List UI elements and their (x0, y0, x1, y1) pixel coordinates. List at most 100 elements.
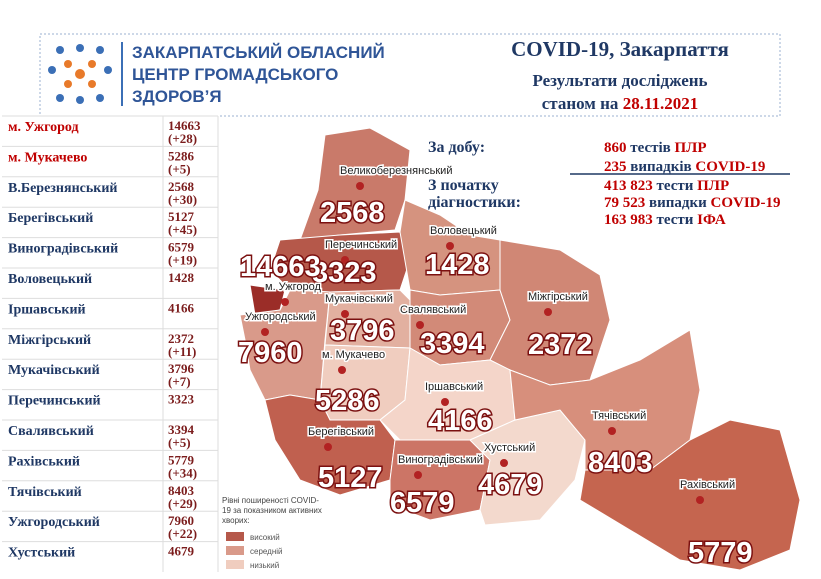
summary-text: випадки (649, 195, 707, 211)
row-name: Іршавський (8, 302, 86, 317)
region-value: 7960 (238, 337, 303, 369)
summary-number: 413 823 (604, 178, 653, 194)
row-name: м. Ужгород (8, 120, 79, 135)
org-line: ЗАКАРПАТСЬКИЙ ОБЛАСНИЙ (132, 43, 385, 62)
region-value: 8403 (588, 447, 653, 479)
row-name: Міжгірський (8, 333, 91, 348)
summary-highlight: COVID-19 (695, 159, 765, 175)
row-name: Тячівський (8, 485, 82, 500)
region-marker (416, 321, 424, 329)
row-total: 5286 (168, 148, 195, 163)
row-name: Воловецький (8, 272, 92, 287)
region-name: Тячівський (592, 410, 646, 422)
region-name: Воловецький (430, 225, 497, 237)
row-name: Ужгородський (8, 515, 100, 530)
region-name: Великоберезнянський (340, 165, 452, 177)
legend-swatch (226, 532, 244, 541)
summary-number: 235 (604, 159, 627, 175)
summary-number: 163 983 (604, 212, 653, 228)
region-value: 1428 (425, 249, 490, 281)
summary-highlight: ПЛР (675, 140, 707, 156)
summary-line: 860 тестів ПЛР (604, 140, 707, 156)
region-name: Берегівський (308, 426, 374, 438)
row-name: Хустський (8, 546, 75, 561)
row-name: Перечинський (8, 394, 101, 409)
row-name: Берегівський (8, 211, 93, 226)
row-name: Мукачівський (8, 363, 100, 378)
summary-highlight: COVID-19 (711, 195, 781, 211)
region-marker (338, 366, 346, 374)
row-total: 2372 (168, 331, 194, 346)
region-name: Виноградівський (398, 454, 483, 466)
region-marker (341, 310, 349, 318)
row-total: 5127 (168, 209, 195, 224)
row-delta: (+5) (168, 435, 191, 450)
region-value: 2568 (320, 197, 385, 229)
map: Великоберезнянський 2568 Перечинський 3323 В… (237, 127, 801, 571)
row-name: В.Березнянський (8, 181, 117, 196)
region-value: 5127 (318, 462, 383, 494)
row-delta: (+19) (168, 253, 197, 268)
region-name: Іршавський (425, 381, 483, 393)
legend-title: 19 за показником активних (222, 506, 322, 515)
logo (48, 42, 123, 106)
row-delta: (+7) (168, 374, 191, 389)
region-value: 5779 (688, 537, 753, 569)
region-marker (696, 496, 704, 504)
row-name: Виноградівський (8, 242, 118, 257)
summary-text: тестів (630, 140, 671, 156)
row-delta: (+11) (168, 344, 196, 359)
summary-line: 163 983 тести ІФА (604, 212, 726, 228)
row-name: Свалявський (8, 424, 94, 439)
region-marker (414, 471, 422, 479)
row-total: 3323 (168, 392, 195, 407)
summary-line: 235 випадків COVID-19 (604, 159, 765, 175)
legend-item: низький (250, 561, 279, 570)
day-label: За добу: (428, 139, 485, 156)
region-name: Рахівський (680, 479, 735, 491)
row-total: 2568 (168, 179, 195, 194)
row-total: 14663 (168, 118, 201, 133)
legend-title: хворих: (222, 516, 250, 525)
region-name: Мукачівський (325, 293, 393, 305)
region-value: 3796 (330, 315, 395, 347)
region-marker (446, 242, 454, 250)
legend-swatch (226, 546, 244, 555)
region-name: Міжгірський (528, 291, 588, 303)
legend-title: Рівні поширеності COVID- (222, 496, 319, 505)
date-prefix: станом на (542, 94, 619, 113)
region-marker (341, 256, 349, 264)
date: 28.11.2021 (623, 94, 699, 113)
row-total: 3796 (168, 361, 195, 376)
legend-swatch (226, 560, 244, 569)
total-label: З початку (428, 177, 499, 194)
row-delta: (+28) (168, 131, 197, 146)
org-line: ЦЕНТР ГРОМАДСЬКОГО (132, 65, 338, 84)
region-value: 5286 (315, 385, 380, 417)
legend-item: середній (250, 547, 283, 556)
legend-item: високий (250, 533, 280, 542)
row-delta: (+45) (168, 222, 197, 237)
region-name: м. Ужгород (265, 281, 322, 293)
row-delta: (+34) (168, 465, 197, 480)
region-name: Перечинський (325, 239, 397, 251)
summary-line: 79 523 випадки COVID-19 (604, 195, 781, 211)
row-total: 6579 (168, 240, 195, 255)
row-delta: (+5) (168, 161, 191, 176)
region-marker (500, 459, 508, 467)
org-line: ЗДОРОВʼЯ (132, 87, 222, 106)
summary-text: випадків (630, 159, 691, 175)
region-marker (608, 427, 616, 435)
summary-number: 79 523 (604, 195, 645, 211)
row-total: 4166 (168, 300, 195, 315)
row-name: м. Мукачево (8, 150, 87, 165)
title: COVID-19, Закарпаття (511, 37, 729, 61)
row-total: 3394 (168, 422, 195, 437)
region-name: Ужгородський (245, 311, 316, 323)
region-marker (356, 182, 364, 190)
region-value: 14663 (240, 251, 321, 283)
subtitle: Результати досліджень (532, 71, 707, 90)
region-value: 4166 (428, 405, 493, 437)
summary-number: 860 (604, 140, 627, 156)
